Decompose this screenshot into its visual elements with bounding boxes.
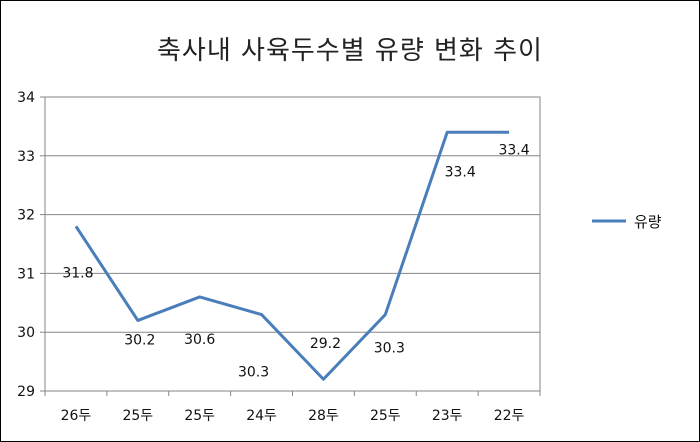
data-label: 30.3 [374, 341, 405, 357]
x-tick-label: 25두 [370, 408, 401, 424]
data-label: 33.4 [498, 142, 529, 158]
series-line-유량 [74, 130, 510, 381]
x-tick-label: 25두 [122, 408, 153, 424]
data-label: 30.3 [238, 365, 269, 381]
y-tick-label: 31 [17, 266, 35, 282]
data-label: 30.2 [124, 332, 155, 348]
series-lines [74, 130, 510, 381]
y-tick-label: 33 [17, 149, 35, 165]
data-label: 29.2 [310, 336, 341, 352]
x-tick-label: 24두 [246, 408, 277, 424]
x-tick-label: 25두 [184, 408, 215, 424]
data-label: 33.4 [445, 164, 476, 180]
data-label: 31.8 [62, 265, 93, 281]
axes [40, 96, 541, 396]
data-labels: 31.8 30.2 30.6 30.3 29.2 30.3 33.4 33.4 [62, 142, 529, 380]
chart-title: 축사내 사육두수별 유량 변화 추이 [157, 36, 543, 66]
y-tick-label: 32 [17, 208, 35, 224]
x-tick-label: 22두 [494, 408, 525, 424]
x-tick-label: 23두 [432, 408, 463, 424]
data-label: 30.6 [184, 332, 215, 348]
legend-label: 유량 [634, 213, 662, 231]
y-tick-labels: 29 30 31 32 33 34 [17, 90, 35, 400]
y-tick-label: 34 [17, 90, 35, 106]
y-tick-label: 30 [17, 325, 35, 341]
legend: 유량 [592, 213, 662, 231]
x-tick-label: 28두 [308, 408, 339, 424]
y-tick-label: 29 [17, 384, 35, 400]
x-tick-labels: 26두 25두 25두 24두 28두 25두 23두 22두 [61, 408, 525, 424]
x-tick-label: 26두 [61, 408, 92, 424]
